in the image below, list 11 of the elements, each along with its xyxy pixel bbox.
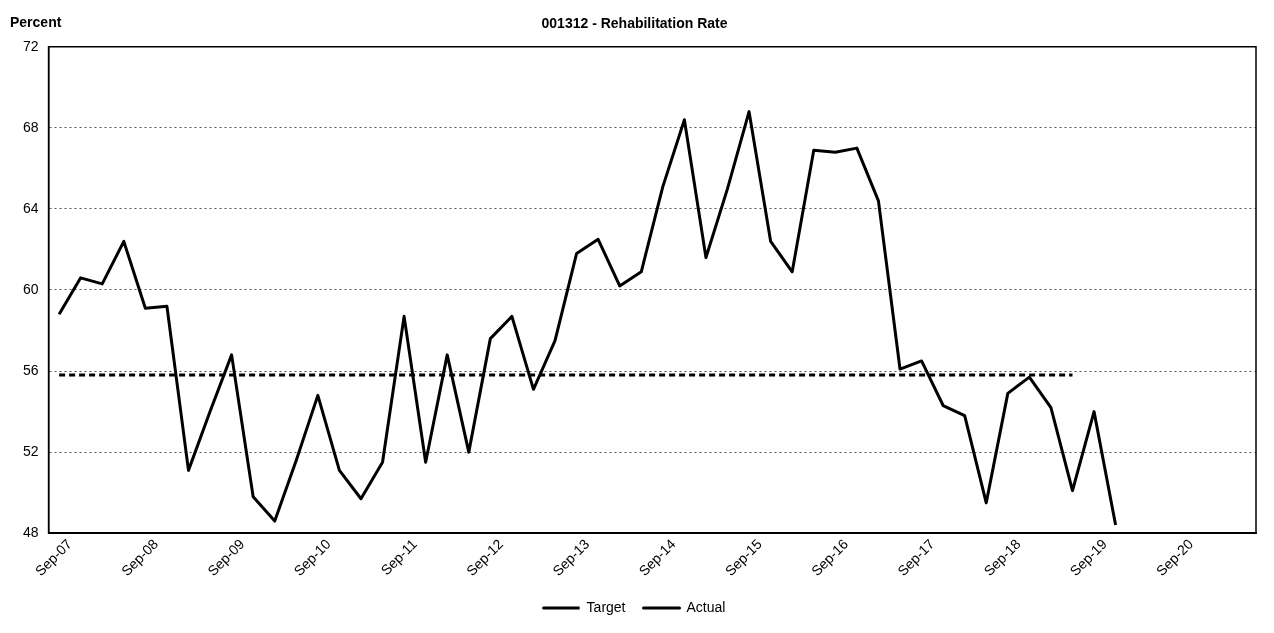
legend-label: Target — [586, 598, 626, 615]
y-tick-label: 56 — [22, 361, 39, 378]
y-tick-label: 72 — [22, 37, 39, 54]
y-axis-title: Percent — [10, 13, 62, 30]
y-tick-label: 68 — [22, 118, 39, 135]
chart-title: 001312 - Rehabilitation Rate — [541, 15, 728, 32]
y-tick-label: 52 — [22, 442, 39, 459]
legend-label: Actual — [686, 598, 726, 615]
y-tick-label: 64 — [22, 199, 39, 216]
y-tick-label: 60 — [22, 280, 39, 297]
y-tick-label: 48 — [22, 524, 39, 541]
